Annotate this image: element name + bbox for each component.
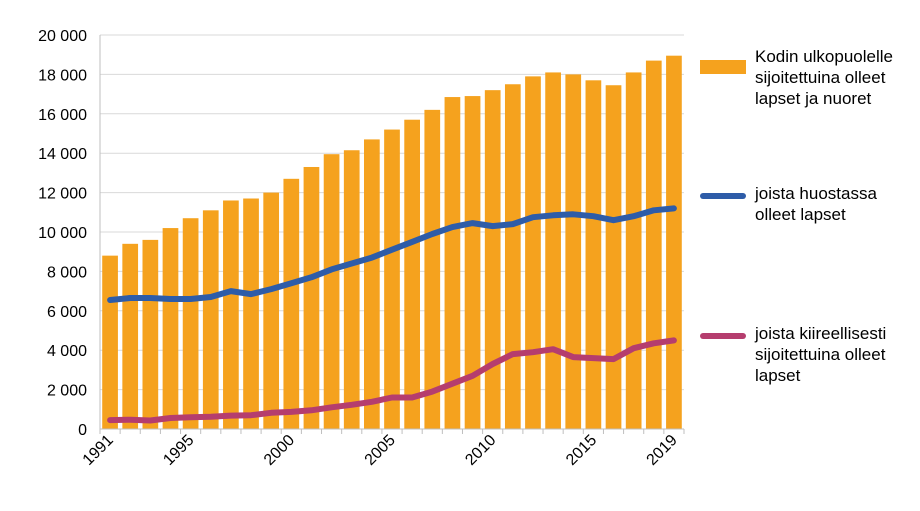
bar-2006: [404, 119, 420, 430]
y-tick-label: 6 000: [47, 304, 87, 321]
bar-2007: [424, 109, 441, 430]
x-tick-label: 2015: [563, 432, 600, 469]
line-series: [107, 205, 677, 424]
bar-1995: [182, 218, 199, 429]
x-tick-label: 2000: [261, 432, 298, 469]
legend-item-custody: joista huostassa olleet lapset: [700, 183, 915, 253]
bar-2003: [343, 150, 360, 429]
y-tick-label: 8 000: [47, 264, 87, 281]
bar-2002: [323, 154, 340, 429]
bar-2014: [565, 74, 582, 430]
y-tick-label: 20 000: [38, 28, 87, 45]
y-tick-label: 2 000: [47, 383, 87, 400]
bar-2000: [283, 178, 300, 429]
bar-1993: [142, 239, 159, 429]
line-custody: [107, 205, 677, 303]
bar-2019: [666, 55, 682, 430]
y-tick-label: 16 000: [38, 107, 87, 124]
legend-swatch-custody: [700, 193, 746, 199]
bar-1999: [263, 192, 280, 429]
bar-2018: [645, 60, 662, 430]
y-tick-label: 18 000: [38, 67, 87, 84]
x-tick-label: 2005: [362, 432, 399, 469]
bar-1994: [162, 228, 179, 429]
bar-1997: [223, 200, 239, 429]
bar-2005: [384, 129, 400, 429]
legend-item-placements: Kodin ulkopuolelle sijoitettuina olleet …: [700, 46, 915, 176]
bar-2001: [303, 166, 320, 430]
legend-label-placements: Kodin ulkopuolelle sijoitettuina olleet …: [755, 47, 893, 108]
bar-1992: [122, 243, 139, 429]
legend-label-emergency: joista kiireellisesti sijoitettuina olle…: [755, 324, 887, 385]
legend-item-emergency: joista kiireellisesti sijoitettuina olle…: [700, 323, 915, 415]
bar-2015: [585, 80, 602, 429]
bar-2009: [464, 96, 481, 429]
x-tick-label: 2019: [644, 432, 681, 469]
bar-2011: [504, 84, 521, 429]
y-tick-label: 4 000: [47, 343, 87, 360]
x-tick-label: 2010: [462, 432, 499, 469]
legend-label-custody: joista huostassa olleet lapset: [755, 184, 877, 224]
bar-2008: [444, 97, 461, 430]
bar-series: [102, 55, 682, 430]
bar-1991: [102, 255, 118, 429]
x-tick-label: 1995: [160, 432, 197, 469]
y-tick-label: 14 000: [38, 146, 87, 163]
bar-2004: [364, 139, 380, 429]
bar-1998: [243, 198, 259, 429]
y-tick-label: 0: [78, 422, 87, 439]
bar-2017: [625, 72, 642, 430]
bar-2013: [545, 72, 561, 430]
y-axis: 0 2 000 4 000 6 000 8 000 10 000 12 000 14 000 1…: [38, 28, 101, 439]
x-axis: 1991 1995 2000 2005 2010 2015 2019: [80, 428, 685, 469]
y-tick-label: 12 000: [38, 186, 87, 203]
y-tick-label: 10 000: [38, 225, 87, 242]
bar-2016: [605, 85, 622, 430]
bar-1996: [202, 210, 219, 429]
bar-2012: [525, 76, 541, 430]
line-emergency: [107, 337, 677, 424]
bar-2010: [484, 90, 501, 429]
legend-swatch-bar: [700, 60, 746, 74]
legend-swatch-emergency: [700, 333, 746, 339]
